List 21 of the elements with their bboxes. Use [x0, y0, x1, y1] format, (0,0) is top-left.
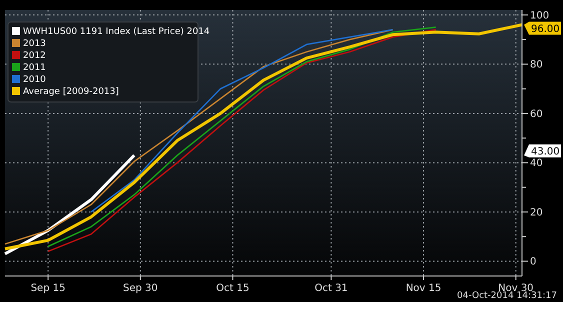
text: 43.00	[531, 146, 560, 158]
line-series	[4, 23, 524, 250]
legend-label: 2010	[23, 75, 46, 85]
y-tick-label: 0	[530, 256, 536, 268]
x-tick-label: Sep 30	[123, 283, 158, 294]
x-tick-label: Oct 15	[216, 283, 250, 294]
y-tick-label: 80	[530, 60, 543, 71]
line-series	[4, 29, 394, 245]
y-tick-label: 60	[530, 108, 543, 120]
legend-label: 2012	[23, 51, 46, 61]
y-tick-label: 100	[530, 10, 550, 22]
y-tick-label: 20	[530, 207, 543, 218]
annotation: 96.00	[531, 24, 560, 35]
legend-label: WWH1US00 1191 Index (Last Price) 2014	[23, 27, 210, 37]
x-tick-label: Sep 15	[30, 283, 66, 294]
legend-label: Average [2009-2013]	[23, 87, 119, 97]
legend-label: 2013	[23, 39, 46, 49]
x-tick-label: Oct 31	[314, 283, 348, 294]
x-tick-label: Nov 15	[406, 283, 442, 294]
y-tick-label: 40	[530, 158, 543, 170]
legend-label: 2011	[23, 63, 46, 73]
